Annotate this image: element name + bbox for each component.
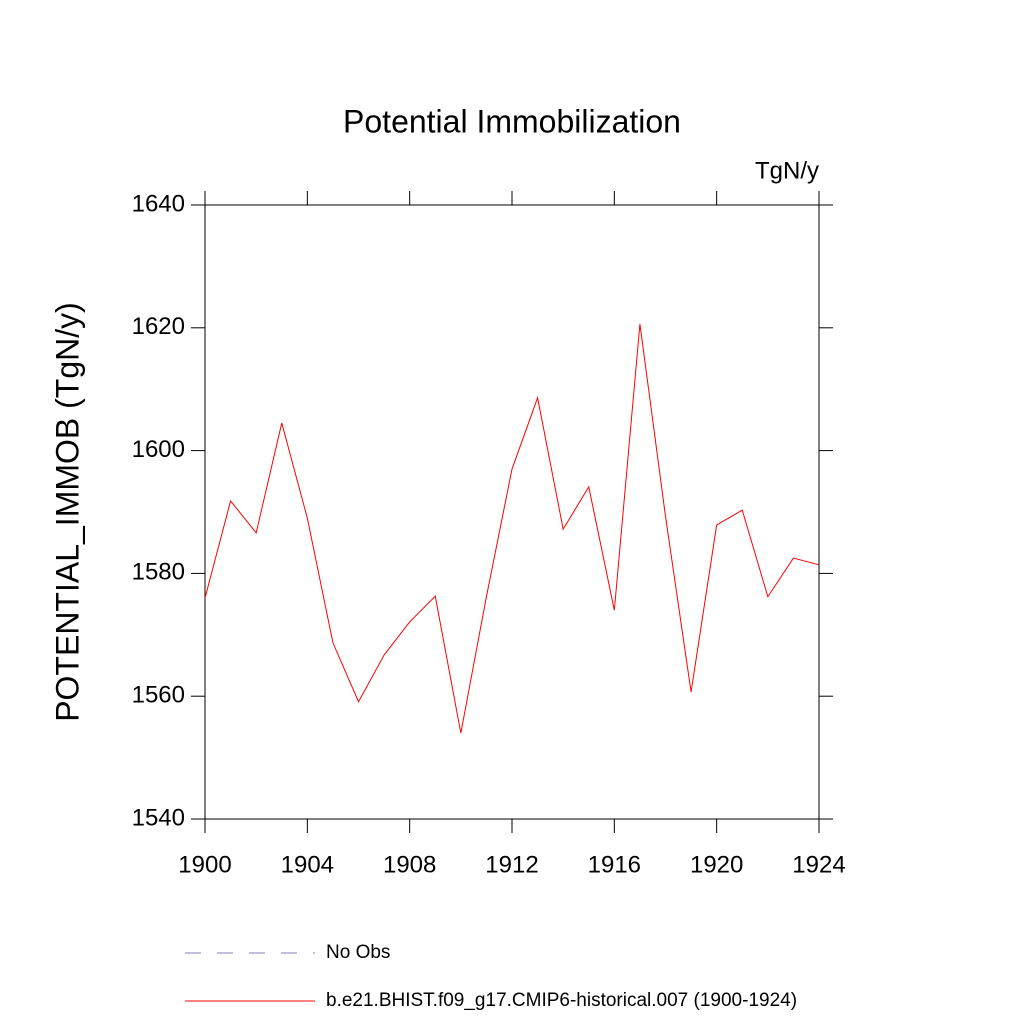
data-line <box>204 324 820 734</box>
x-tick-label: 1916 <box>588 851 641 878</box>
x-tick-label: 1912 <box>485 851 538 878</box>
legend-label: b.e21.BHIST.f09_g17.CMIP6-historical.007… <box>326 990 797 1011</box>
legend-label: No Obs <box>326 942 390 963</box>
y-tick-label: 1640 <box>132 190 185 217</box>
y-axis-label: POTENTIAL_IMMOB (TgN/y) <box>49 302 85 722</box>
x-tick-label: 1920 <box>690 851 743 878</box>
y-tick-label: 1620 <box>132 313 185 340</box>
x-tick-label: 1908 <box>383 851 436 878</box>
x-tick-label: 1904 <box>281 851 334 878</box>
chart-title: Potential Immobilization <box>343 103 681 139</box>
plot-frame <box>204 204 820 820</box>
y-tick-label: 1540 <box>132 804 185 831</box>
y-tick-label: 1580 <box>132 559 185 586</box>
x-tick-label: 1900 <box>178 851 231 878</box>
y-tick-label: 1560 <box>132 682 185 709</box>
y-tick-label: 1600 <box>132 436 185 463</box>
x-tick-label: 1924 <box>792 851 845 878</box>
units-label: TgN/y <box>755 157 819 184</box>
